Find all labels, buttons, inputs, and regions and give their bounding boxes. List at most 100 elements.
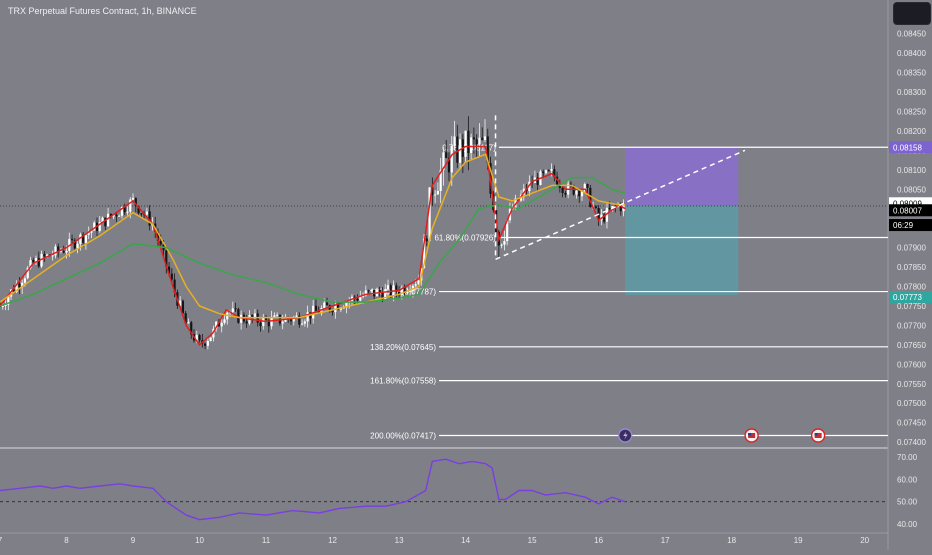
candle-body (206, 341, 209, 346)
candle-body (359, 296, 362, 301)
candle-body (331, 310, 334, 313)
candle-body (231, 308, 234, 313)
candle-body (389, 285, 392, 296)
candle-body (93, 222, 96, 231)
candle-body (156, 231, 160, 242)
candle-body (506, 220, 509, 242)
candle-body (583, 184, 586, 192)
time-tick-label: 10 (195, 536, 204, 545)
candle-body (472, 137, 476, 140)
stop-loss-zone (625, 147, 739, 206)
flag-glyph (748, 432, 756, 438)
candle-body (12, 289, 15, 292)
candle-body (198, 335, 201, 341)
candle-body (134, 197, 137, 207)
candle-body (400, 287, 403, 296)
candle-body (406, 291, 409, 293)
price-tick-label: 0.08450 (897, 30, 926, 39)
candle-body (500, 244, 503, 246)
candle-body (270, 317, 273, 327)
corner-button[interactable] (893, 2, 931, 25)
candle-body (120, 206, 124, 216)
price-tick-label: 0.08350 (897, 69, 926, 78)
candle-body (165, 250, 168, 267)
price-tick-label: 0.07550 (897, 380, 926, 389)
candle-body (436, 190, 439, 195)
candle-body (442, 152, 445, 171)
candle-body (475, 139, 478, 145)
time-tick-label: 9 (131, 536, 136, 545)
candle-body (403, 287, 406, 293)
candle-body (300, 323, 304, 325)
candle-body (392, 285, 395, 296)
price-tag-box (889, 291, 932, 304)
candle-body (170, 273, 173, 280)
dashed-trend-line (495, 149, 746, 260)
candle-body (57, 246, 60, 252)
fib-level-label: 61.80%(0.07926) (434, 234, 496, 243)
candle-body (140, 213, 143, 215)
time-tick-label: 7 (0, 536, 3, 545)
candle-body (129, 199, 132, 212)
ema-slow-line (0, 176, 626, 307)
price-tick-label: 0.07750 (897, 302, 926, 311)
price-tick-label: 0.07800 (897, 283, 926, 292)
candle-body (555, 176, 559, 186)
candle-body (483, 136, 487, 140)
price-tag-label: 0.07773 (893, 293, 922, 302)
candle-body (40, 253, 43, 267)
price-tick-label: 0.07850 (897, 263, 926, 272)
time-tick-label: 16 (594, 536, 603, 545)
candle-body (70, 239, 74, 241)
candle-body (337, 304, 340, 310)
candle-body (104, 217, 107, 227)
candle-body (240, 314, 243, 323)
price-tick-label: 0.08050 (897, 185, 926, 194)
candle-body (458, 139, 462, 163)
candle-body (109, 213, 112, 217)
candle-body (381, 292, 384, 300)
candle-body (237, 309, 240, 323)
candle-body (215, 321, 218, 329)
candle-body (115, 214, 118, 217)
candle-body (65, 250, 68, 253)
price-tick-label: 0.07650 (897, 341, 926, 350)
candle-body (547, 170, 550, 172)
candle-body (594, 206, 597, 209)
take-profit-zone (625, 205, 739, 296)
candle-body (425, 238, 428, 242)
candle-body (203, 343, 207, 346)
time-tick-label: 20 (860, 536, 869, 545)
candle-body (262, 317, 265, 326)
candle-body (87, 232, 90, 235)
candle-body (603, 214, 606, 222)
price-tick-label: 0.07600 (897, 360, 926, 369)
candle-body (264, 317, 268, 320)
candle-body (273, 315, 276, 318)
candle-body (439, 170, 442, 191)
candle-body (445, 152, 448, 158)
candle-body (79, 234, 82, 244)
candle-body (536, 177, 539, 185)
candle-body (417, 280, 420, 285)
candle-body (314, 305, 318, 311)
candle-body (450, 146, 453, 173)
time-tick-label: 11 (262, 536, 271, 545)
candle-body (29, 259, 32, 268)
candle-body (569, 183, 573, 186)
candle-body (414, 284, 417, 286)
time-tick-label: 13 (395, 536, 404, 545)
candle-body (345, 302, 348, 308)
candle-body (544, 170, 548, 174)
price-tick-label: 0.07900 (897, 244, 926, 253)
candle-body (558, 185, 561, 188)
candle-body (481, 137, 484, 140)
candle-body (447, 157, 451, 173)
rsi-tick-label: 40.00 (897, 520, 918, 529)
candle-body (561, 187, 564, 193)
time-tick-label: 8 (64, 536, 69, 545)
candle-body (195, 335, 198, 341)
candle-body (578, 190, 581, 197)
candle-body (90, 230, 93, 233)
